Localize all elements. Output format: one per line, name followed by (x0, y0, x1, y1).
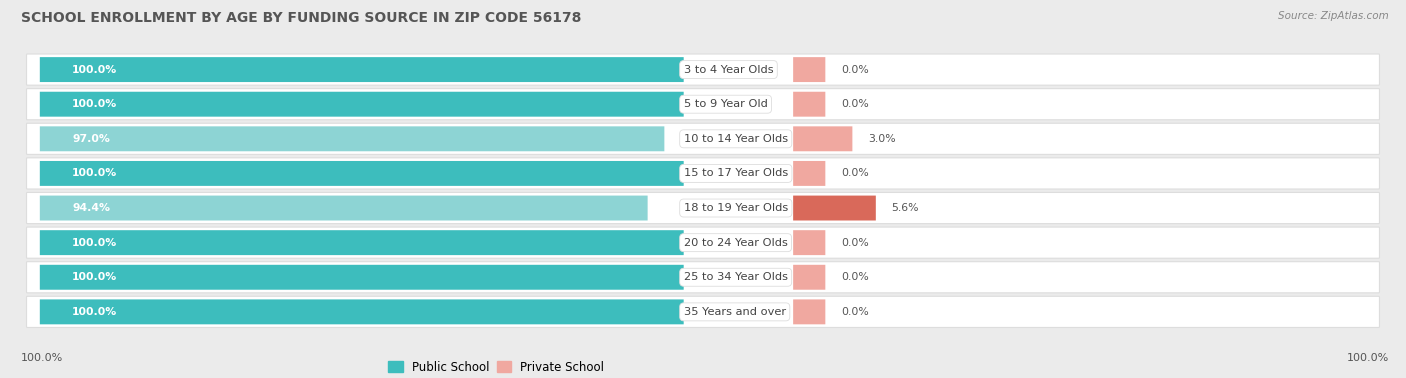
FancyBboxPatch shape (27, 192, 1379, 224)
Text: Source: ZipAtlas.com: Source: ZipAtlas.com (1278, 11, 1389, 21)
Text: 0.0%: 0.0% (841, 65, 869, 74)
Text: 100.0%: 100.0% (72, 65, 117, 74)
FancyBboxPatch shape (39, 265, 683, 290)
FancyBboxPatch shape (39, 195, 648, 220)
Text: 0.0%: 0.0% (841, 307, 869, 317)
Text: 100.0%: 100.0% (1347, 353, 1389, 363)
Text: 0.0%: 0.0% (841, 99, 869, 109)
Text: 97.0%: 97.0% (72, 134, 110, 144)
Text: 3.0%: 3.0% (868, 134, 896, 144)
Text: 35 Years and over: 35 Years and over (683, 307, 786, 317)
FancyBboxPatch shape (793, 57, 825, 82)
FancyBboxPatch shape (27, 158, 1379, 189)
Text: 15 to 17 Year Olds: 15 to 17 Year Olds (683, 169, 787, 178)
FancyBboxPatch shape (793, 92, 825, 117)
Text: 20 to 24 Year Olds: 20 to 24 Year Olds (683, 238, 787, 248)
Text: 0.0%: 0.0% (841, 272, 869, 282)
Text: 18 to 19 Year Olds: 18 to 19 Year Olds (683, 203, 787, 213)
Text: 5 to 9 Year Old: 5 to 9 Year Old (683, 99, 768, 109)
FancyBboxPatch shape (793, 126, 852, 151)
Text: 100.0%: 100.0% (72, 169, 117, 178)
Text: 100.0%: 100.0% (72, 99, 117, 109)
FancyBboxPatch shape (27, 296, 1379, 327)
Legend: Public School, Private School: Public School, Private School (384, 356, 609, 378)
FancyBboxPatch shape (27, 54, 1379, 85)
FancyBboxPatch shape (27, 262, 1379, 293)
Text: 10 to 14 Year Olds: 10 to 14 Year Olds (683, 134, 787, 144)
FancyBboxPatch shape (39, 57, 683, 82)
FancyBboxPatch shape (39, 161, 683, 186)
Text: 0.0%: 0.0% (841, 238, 869, 248)
Text: 5.6%: 5.6% (891, 203, 918, 213)
FancyBboxPatch shape (793, 265, 825, 290)
FancyBboxPatch shape (39, 230, 683, 255)
FancyBboxPatch shape (27, 227, 1379, 258)
Text: 0.0%: 0.0% (841, 169, 869, 178)
Text: SCHOOL ENROLLMENT BY AGE BY FUNDING SOURCE IN ZIP CODE 56178: SCHOOL ENROLLMENT BY AGE BY FUNDING SOUR… (21, 11, 582, 25)
FancyBboxPatch shape (39, 92, 683, 117)
FancyBboxPatch shape (39, 299, 683, 324)
FancyBboxPatch shape (793, 195, 876, 220)
Text: 25 to 34 Year Olds: 25 to 34 Year Olds (683, 272, 787, 282)
FancyBboxPatch shape (27, 123, 1379, 154)
FancyBboxPatch shape (793, 230, 825, 255)
FancyBboxPatch shape (793, 299, 825, 324)
FancyBboxPatch shape (39, 126, 665, 151)
Text: 100.0%: 100.0% (72, 307, 117, 317)
Text: 94.4%: 94.4% (72, 203, 110, 213)
Text: 100.0%: 100.0% (72, 238, 117, 248)
Text: 100.0%: 100.0% (72, 272, 117, 282)
FancyBboxPatch shape (27, 88, 1379, 120)
Text: 3 to 4 Year Olds: 3 to 4 Year Olds (683, 65, 773, 74)
Text: 100.0%: 100.0% (21, 353, 63, 363)
FancyBboxPatch shape (793, 161, 825, 186)
